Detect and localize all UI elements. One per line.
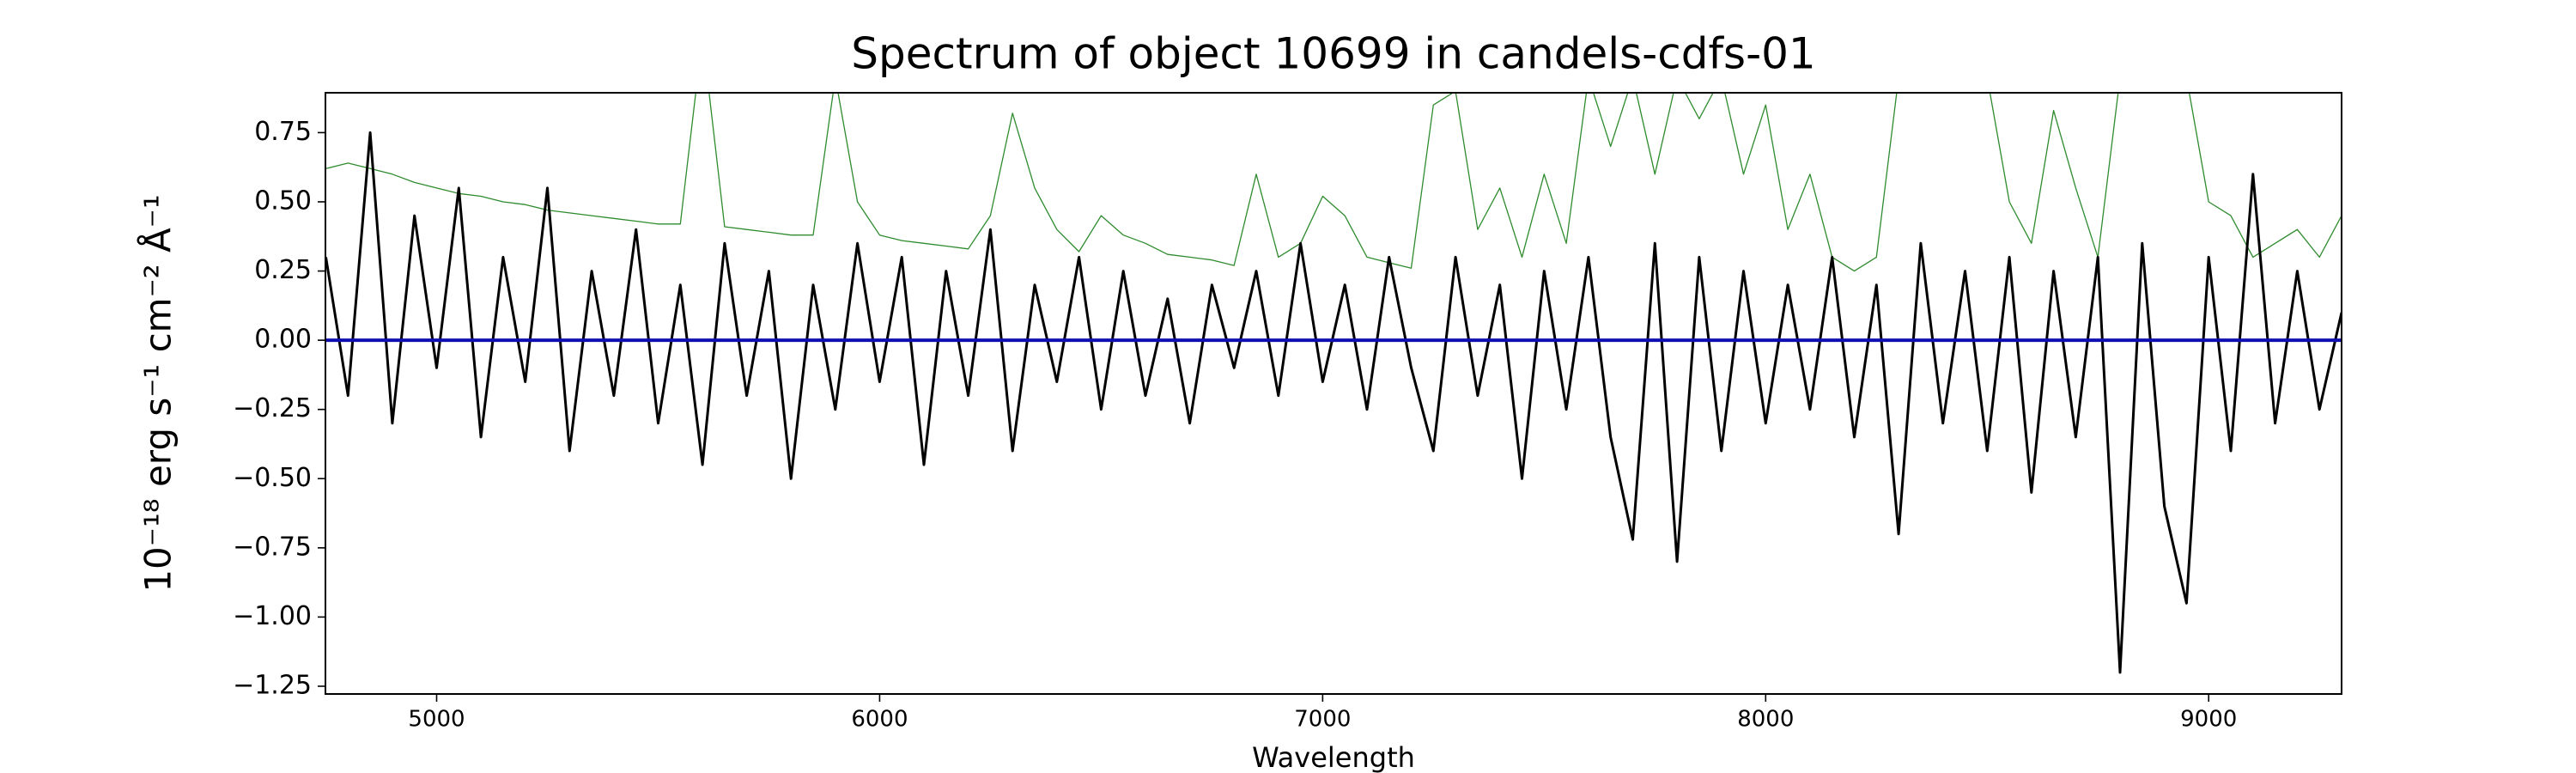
y-tick-label: −1.25 [233,670,312,700]
y-tick-label: 0.25 [254,255,312,285]
y-tick-label: −0.75 [233,532,312,562]
axes-frame [325,92,2342,695]
y-tick-label: 0.50 [254,186,312,216]
x-tick-label: 9000 [2180,707,2237,733]
chart-title: Spectrum of object 10699 in candels-cdfs… [851,29,1816,79]
y-axis-label: 10⁻¹⁸ erg s⁻¹ cm⁻² Å⁻¹ [137,194,179,592]
y-tick-label: −0.25 [233,393,312,423]
y-tick-label: −1.00 [233,601,312,631]
x-tick-label: 8000 [1737,707,1794,733]
y-tick-label: 0.75 [254,117,312,147]
x-tick-label: 5000 [408,707,465,733]
spectrum-line [325,93,2342,272]
y-tick-label: −0.50 [233,463,312,493]
x-tick-label: 6000 [851,707,908,733]
spectrum-line [325,131,2342,674]
y-tick-label: 0.00 [254,325,312,355]
x-axis-label: Wavelength [1252,741,1415,773]
plot-area [325,93,2342,674]
x-tick-label: 7000 [1294,707,1351,733]
